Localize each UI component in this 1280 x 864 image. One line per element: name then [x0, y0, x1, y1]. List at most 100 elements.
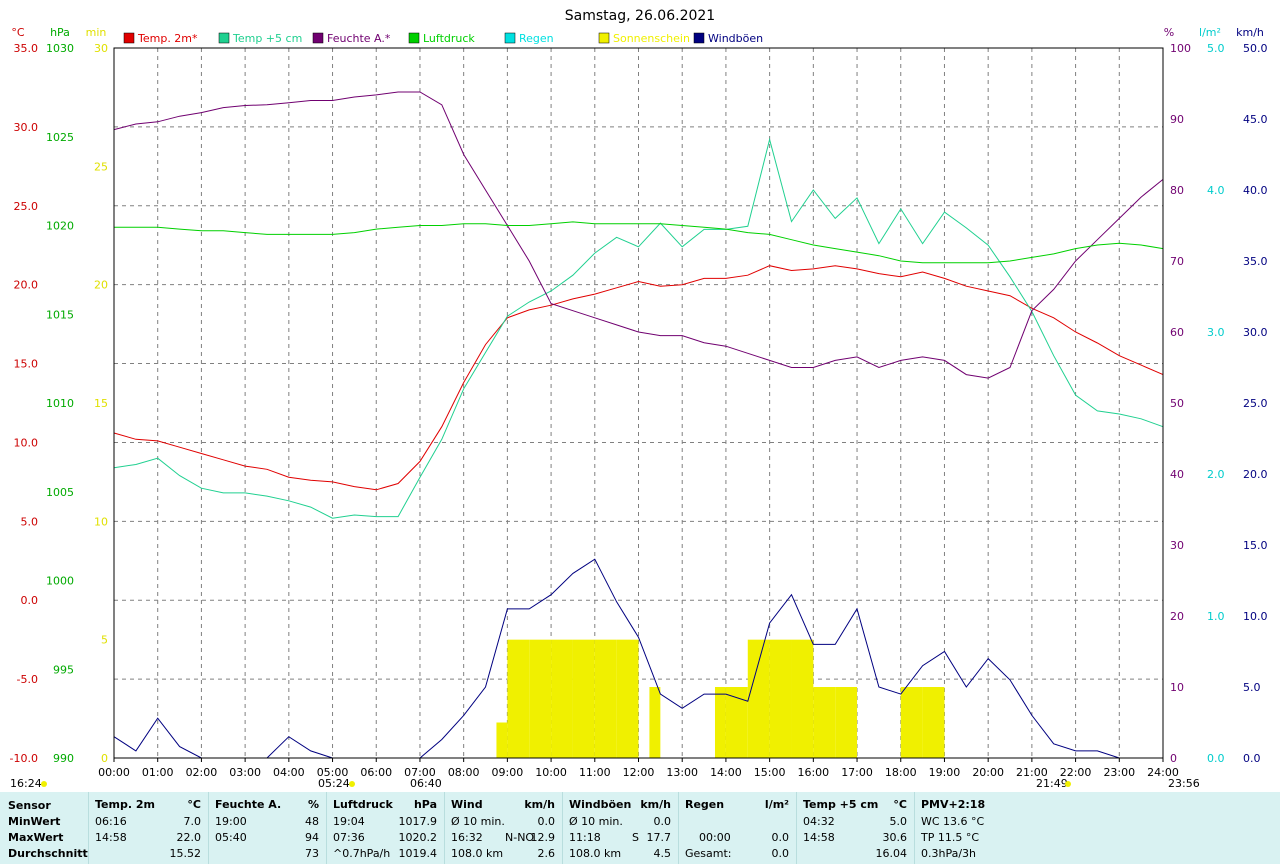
y-tick-label-temp: 10.0 [14, 436, 39, 449]
y-tick-label-humidity: 30 [1170, 539, 1184, 552]
stats-col-humidity: Feuchte A.% 19:00 48 05:40 94 73 [208, 792, 325, 864]
sunshine-bar [529, 639, 552, 758]
series-lines [113, 91, 1164, 759]
min-label: Ø 10 min. [569, 815, 623, 828]
col-unit: km/h [524, 798, 555, 811]
y-tick-label-sun: 15 [94, 397, 108, 410]
marker-time: 06:40 [410, 777, 442, 790]
stats-col-gusts: Windböen km/h Ø 10 min. 0.0 11:18 S 17.7 108… [562, 792, 677, 864]
y-tick-label-wind: 25.0 [1243, 397, 1268, 410]
min-label: Ø 10 min. [451, 815, 505, 828]
sunshine-bar [572, 639, 595, 758]
sun-icon [41, 781, 47, 787]
min-time: 06:16 [95, 815, 127, 828]
legend-swatch [218, 32, 230, 44]
x-tick-label: 20:00 [972, 766, 1004, 779]
y-tick-label-humidity: 10 [1170, 681, 1184, 694]
x-tick-label: 09:00 [492, 766, 524, 779]
stats-col-rain: Regen l/m² 00:00 0.0 Gesamt: 0.0 [678, 792, 795, 864]
series-line-Temp. 2m* [113, 265, 1164, 491]
sunshine-bar [507, 639, 530, 758]
y-tick-label-temp: 5.0 [21, 515, 39, 528]
series-line-Feuchte A.* [113, 91, 1164, 379]
min-value: 0.0 [537, 815, 556, 828]
y-tick-label-sun: 10 [94, 515, 108, 528]
sunset-time: 21:49 [1036, 777, 1068, 790]
x-tick-label: 14:00 [710, 766, 742, 779]
y-tick-label-temp: 35.0 [14, 42, 39, 55]
x-tick-label: 10:00 [535, 766, 567, 779]
sunshine-bar [725, 687, 748, 758]
grid [114, 48, 1163, 759]
legend-swatch [504, 32, 516, 44]
sunshine-bar [551, 639, 573, 758]
col-title: Windböen [569, 798, 632, 811]
x-tick-label: 05:00 [317, 766, 349, 779]
legend-label: Regen [519, 32, 554, 45]
pressure-trend: 0.3hPa/3h [921, 847, 977, 860]
sunshine-bars [496, 639, 945, 758]
x-tick-label: 17:00 [841, 766, 873, 779]
max-time: 00:00 [699, 831, 731, 844]
avg-value: 73 [305, 847, 319, 860]
y-tick-label-sun: 0 [101, 752, 108, 765]
x-tick-label: 03:00 [229, 766, 261, 779]
end-time: 23:56 [1168, 777, 1200, 790]
y-tick-label-wind: 30.0 [1243, 326, 1268, 339]
x-tick-label: 08:00 [448, 766, 480, 779]
series-line-Luftdruck [114, 221, 1164, 264]
x-tick-label: 15:00 [754, 766, 786, 779]
axis-unit-sun: min [86, 26, 107, 39]
y-tick-label-rain: 1.0 [1207, 610, 1225, 623]
y-tick-label-rain: 2.0 [1207, 468, 1225, 481]
y-tick-label-wind: 20.0 [1243, 468, 1268, 481]
max-time: 07:36 [333, 831, 365, 844]
x-tick-label: 07:00 [404, 766, 436, 779]
stats-col-temp2m: Temp. 2m °C 06:16 7.0 14:58 22.0 15.52 [88, 792, 207, 864]
axis-unit-humidity: % [1164, 26, 1174, 39]
x-tick-label: 04:00 [273, 766, 305, 779]
x-tick-label: 02:00 [186, 766, 218, 779]
axis-unit-temp: °C [11, 26, 25, 39]
x-tick-label: 16:00 [797, 766, 829, 779]
col-title: Wind [451, 798, 483, 811]
stats-col-pmv: PMV+2:18 WC 13.6 °C TP 11.5 °C 0.3hPa/3h [914, 792, 1015, 864]
col-unit: km/h [640, 798, 671, 811]
y-tick-label-humidity: 20 [1170, 610, 1184, 623]
col-title: Feuchte A. [215, 798, 282, 811]
max-direction: N-NO [505, 831, 535, 844]
col-title: Luftdruck [333, 798, 393, 811]
legend-label: Luftdruck [423, 32, 475, 45]
axis-unit-pressure: hPa [50, 26, 70, 39]
y-tick-label-pressure: 1000 [46, 575, 74, 588]
row-label-max: MaxWert [8, 831, 64, 844]
legend-swatch [693, 32, 705, 44]
max-direction: S [632, 831, 639, 844]
axes: 00:00 01:00 02:00 03:00 04:00 05:00 06:00 07:00… [10, 42, 1268, 779]
y-tick-label-rain: 0.0 [1207, 752, 1225, 765]
avg-value: 4.5 [653, 847, 672, 860]
sunshine-bar [835, 687, 858, 758]
max-time: 14:58 [95, 831, 127, 844]
x-tick-label: 22:00 [1060, 766, 1092, 779]
trend: ^0.7hPa/h [333, 847, 391, 860]
chart-area: 00:00 01:00 02:00 03:00 04:00 05:00 06:00 07:00… [9, 8, 1268, 790]
stats-table: Sensor MinWert MaxWert Durchschnitt Temp… [0, 792, 1280, 864]
x-tick-label: 06:00 [360, 766, 392, 779]
sunshine-bar [747, 639, 770, 758]
avg-value: 2.6 [537, 847, 556, 860]
col-unit: % [307, 798, 319, 811]
min-time: 04:32 [803, 815, 835, 828]
max-value: 0.0 [771, 831, 790, 844]
series-line-Windböen [113, 558, 1163, 759]
min-value: 1017.9 [398, 815, 438, 828]
y-tick-label-humidity: 0 [1170, 752, 1177, 765]
total-value: 0.0 [771, 847, 790, 860]
sunshine-bar [594, 639, 617, 758]
row-label-avg: Durchschnitt [8, 847, 88, 860]
col-title: Regen [685, 798, 725, 811]
sunshine-bar [900, 687, 923, 758]
sunshine-bar [769, 639, 792, 758]
y-tick-label-wind: 40.0 [1243, 184, 1268, 197]
